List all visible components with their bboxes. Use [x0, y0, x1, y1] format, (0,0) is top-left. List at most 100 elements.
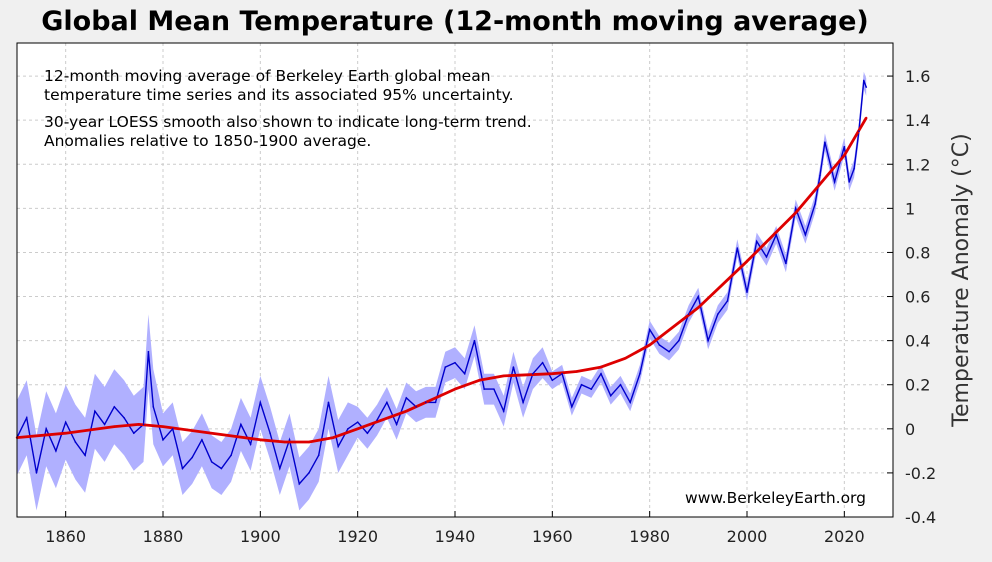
x-tick-label: 1900	[240, 527, 281, 546]
moving-average-point	[600, 372, 602, 375]
moving-average-point	[259, 401, 262, 404]
trend-point	[210, 432, 213, 435]
trend-point	[64, 432, 67, 435]
moving-average-point	[288, 439, 291, 441]
moving-average-point	[493, 388, 495, 390]
annotation-line-1: 12-month moving average of Berkeley Eart…	[44, 67, 491, 85]
moving-average-point	[522, 401, 524, 404]
moving-average-point	[687, 313, 690, 315]
moving-average-point	[483, 388, 486, 390]
moving-average-point	[376, 419, 378, 421]
moving-average-point	[123, 416, 125, 419]
moving-average-point	[142, 423, 145, 426]
y-tick-label: 1.2	[905, 155, 930, 174]
moving-average-point	[347, 428, 349, 430]
x-tick-label: 1980	[629, 527, 670, 546]
moving-average-point	[64, 421, 67, 424]
moving-average-point	[45, 428, 47, 430]
moving-average-point	[609, 394, 612, 397]
moving-average-point	[658, 344, 661, 346]
moving-average-point	[230, 454, 232, 457]
moving-average-point	[755, 240, 758, 243]
trend-point	[405, 409, 408, 413]
moving-average-point	[386, 401, 388, 404]
moving-average-point	[561, 372, 563, 375]
moving-average-point	[678, 339, 680, 342]
moving-average-point	[736, 247, 739, 249]
x-tick-label: 1960	[532, 527, 573, 546]
moving-average-point	[210, 461, 213, 463]
y-tick-label: 0.6	[905, 288, 930, 307]
moving-average-point	[590, 388, 593, 390]
moving-average-point	[746, 291, 748, 293]
trend-point	[283, 440, 286, 444]
x-tick-label: 1880	[143, 527, 184, 546]
moving-average-point	[395, 423, 398, 426]
x-tick-label: 2020	[824, 527, 865, 546]
trend-point	[259, 438, 262, 442]
moving-average-point	[308, 472, 310, 474]
moving-average-point	[191, 456, 193, 459]
moving-average-point	[434, 401, 437, 404]
x-tick-label: 2000	[727, 527, 768, 546]
trend-point	[502, 374, 505, 378]
moving-average-point	[454, 361, 456, 364]
moving-average-point	[415, 405, 417, 408]
moving-average-point	[843, 145, 846, 148]
moving-average-point	[220, 467, 223, 470]
y-axis-label: Temperature Anomaly (°C)	[949, 133, 974, 427]
moving-average-point	[298, 483, 301, 485]
moving-average-point	[814, 203, 816, 205]
trend-point	[137, 423, 140, 426]
moving-average-point	[240, 423, 242, 426]
moving-average-point	[171, 428, 174, 430]
x-tick-label: 1920	[337, 527, 378, 546]
trend-point	[794, 211, 797, 214]
y-tick-label: 0	[905, 420, 915, 439]
moving-average-point	[473, 339, 476, 342]
moving-average-point	[502, 410, 505, 412]
moving-average-point	[201, 439, 203, 441]
y-tick-label: 1.4	[905, 111, 930, 130]
moving-average-point	[147, 350, 150, 353]
moving-average-point	[848, 181, 850, 183]
moving-average-point	[668, 350, 670, 353]
moving-average-point	[152, 405, 155, 408]
moving-average-point	[25, 416, 28, 419]
moving-average-point	[541, 361, 544, 364]
moving-average-point	[444, 366, 447, 368]
trend-point	[307, 440, 311, 444]
moving-average-point	[765, 256, 768, 258]
x-axis: 1860 1880 1900 1920 1940 1960 1980 2000 2020	[45, 511, 865, 546]
annotation-line-3: 30-year LOESS smooth also shown to indic…	[44, 113, 532, 131]
trend-point	[843, 154, 846, 157]
moving-average-point	[74, 441, 77, 443]
trend-point	[356, 427, 359, 431]
moving-average-point	[819, 174, 821, 177]
moving-average-point	[697, 295, 700, 298]
moving-average-point	[405, 397, 408, 399]
moving-average-point	[133, 432, 135, 435]
moving-average-point	[551, 379, 554, 382]
source-label: www.BerkeleyEarth.org	[685, 489, 866, 507]
moving-average-point	[785, 262, 787, 265]
moving-average-point	[580, 383, 583, 386]
y-axis: -0.4 -0.2 0 0.2 0.4 0.6 0.8 1 1.2 1.4 1.6	[887, 67, 936, 527]
moving-average-point	[35, 472, 38, 474]
moving-average-point	[833, 181, 836, 183]
moving-average-point	[853, 167, 855, 170]
moving-average-point	[356, 421, 359, 424]
trend-point	[575, 370, 578, 373]
trend-point	[599, 365, 603, 369]
moving-average-point	[639, 372, 641, 375]
moving-average-point	[726, 300, 729, 302]
trend-point	[865, 116, 868, 120]
moving-average-point	[94, 410, 96, 412]
moving-average-point	[317, 454, 320, 457]
moving-average-point	[571, 405, 573, 408]
trend-point	[453, 387, 457, 391]
moving-average-point	[532, 372, 534, 375]
moving-average-point	[648, 328, 651, 331]
moving-average-point	[629, 401, 631, 404]
